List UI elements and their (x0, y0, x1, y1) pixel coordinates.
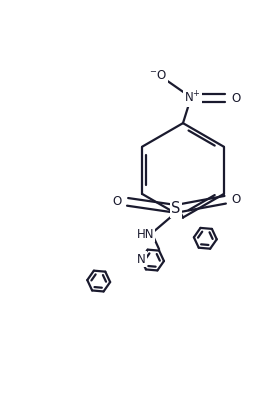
Text: O: O (231, 92, 240, 105)
Text: N$^{+}$: N$^{+}$ (184, 91, 200, 106)
Text: $^{-}$O: $^{-}$O (149, 69, 166, 82)
Text: N: N (137, 253, 146, 266)
Text: O: O (231, 193, 240, 206)
Text: S: S (171, 201, 181, 216)
Text: O: O (113, 195, 122, 208)
Text: HN: HN (137, 228, 154, 241)
